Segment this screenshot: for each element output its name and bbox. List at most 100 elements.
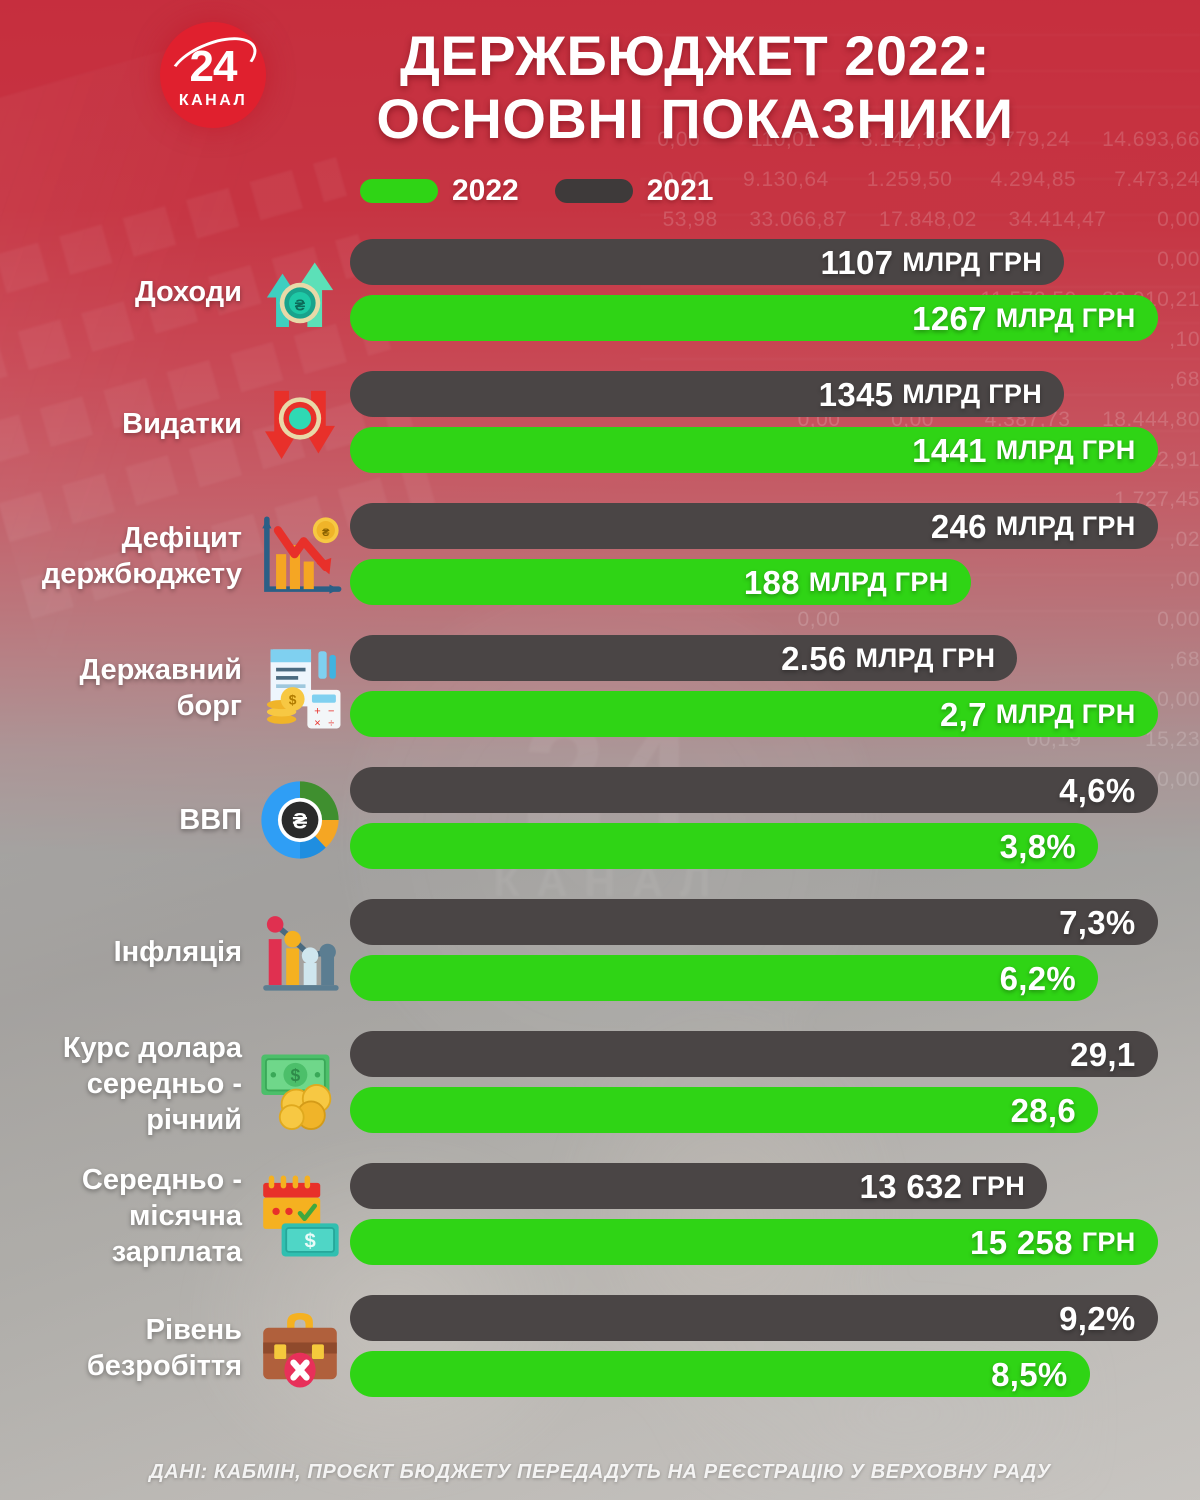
source-note: ДАНІ: КАБМІН, ПРОЄКТ БЮДЖЕТУ ПЕРЕДАДУТЬ …: [149, 1461, 1051, 1483]
indicator-label-line: борг: [176, 690, 242, 722]
arrows-up-coin-icon: ₴: [250, 239, 350, 345]
header: 24 КАНАЛ ДЕРЖБЮДЖЕТ 2022: ОСНОВНІ ПОКАЗН…: [0, 0, 1200, 170]
calendar-salary-icon: $: [250, 1163, 350, 1269]
banknote-coins-icon: $: [250, 1031, 350, 1137]
bar-unit-2021: МЛРД ГРН: [995, 510, 1136, 541]
bar-2021: 29,1: [350, 1031, 1158, 1077]
bar-pair: 2.56 МЛРД ГРН 2,7 МЛРД ГРН: [350, 635, 1200, 741]
bar-value-2021: 9,2%: [1059, 1299, 1136, 1337]
bar-pair: 13 632 ГРН 15 258 ГРН: [350, 1163, 1200, 1269]
indicator-row: Державний борг + − × ÷ $: [0, 622, 1200, 754]
logo-word: КАНАЛ: [178, 92, 248, 109]
bar-value-2022: 1441: [912, 431, 987, 469]
bar-2022: 8,5%: [350, 1351, 1090, 1397]
indicator-label: Державний борг: [0, 652, 250, 725]
bar-value-2022: 8,5%: [991, 1355, 1068, 1393]
bar-2022: 15 258 ГРН: [350, 1219, 1158, 1265]
bar-value-2022: 1267: [912, 299, 987, 337]
bar-value-2021: 1107: [820, 243, 894, 281]
bar-value-2022: 188: [743, 563, 800, 601]
bar-unit-2021: МЛРД ГРН: [855, 642, 996, 673]
bar-2022: 2,7 МЛРД ГРН: [350, 691, 1158, 737]
indicator-label-line: Дефіцит: [121, 521, 242, 554]
bar-value-2022: 6,2%: [999, 959, 1076, 997]
bar-chart-decline-icon: [250, 899, 350, 1005]
indicator-label-line: безробіття: [86, 1350, 242, 1382]
bar-unit-2022: ГРН: [1081, 1226, 1136, 1257]
bar-value-2022: 3,8%: [999, 827, 1076, 865]
svg-text:÷: ÷: [328, 718, 334, 730]
indicator-label-line: Рівень: [145, 1313, 242, 1346]
svg-text:₴: ₴: [293, 808, 308, 833]
svg-text:$: $: [291, 1065, 301, 1085]
bar-2021: 1345 МЛРД ГРН: [350, 371, 1064, 417]
arrows-down-coin-icon: [250, 371, 350, 477]
bar-unit-2021: МЛРД ГРН: [902, 378, 1042, 409]
indicator-row: Рівень безробіття 9,2% 8,5%: [0, 1282, 1200, 1414]
logo-number: 24: [189, 42, 238, 91]
bar-unit-2021: ГРН: [971, 1170, 1025, 1201]
indicator-row: Інфляція 7,3% 6,2%: [0, 886, 1200, 1018]
indicator-label: Видатки: [0, 406, 250, 442]
svg-text:₴: ₴: [322, 527, 330, 539]
bar-value-2021: 2.56: [781, 639, 847, 677]
indicator-row: Доходи ₴ 1107 МЛРД ГРН 1267 МЛРД ГРН: [0, 226, 1200, 358]
indicator-label-line: середньо -: [86, 1067, 242, 1100]
indicator-label-line: Державний: [79, 653, 242, 686]
indicator-row: Видатки 1345 МЛРД ГРН 1441 МЛРД ГРН: [0, 358, 1200, 490]
bar-2022: 188 МЛРД ГРН: [350, 559, 971, 605]
title-line-1: ДЕРЖБЮДЖЕТ 2022:: [400, 24, 990, 87]
bar-value-2021: 4,6%: [1059, 771, 1136, 809]
falling-chart-coin-icon: ₴: [250, 503, 350, 609]
bar-value-2022: 2,7: [940, 695, 987, 733]
bar-2021: 1107 МЛРД ГРН: [350, 239, 1064, 285]
indicator-label-line: ВВП: [179, 803, 242, 836]
indicator-label: Середньо - місячна зарплата: [0, 1162, 250, 1271]
indicator-label: Рівень безробіття: [0, 1312, 250, 1385]
bar-unit-2022: МЛРД ГРН: [995, 698, 1136, 729]
bar-pair: 4,6% 3,8%: [350, 767, 1200, 873]
bar-2021: 9,2%: [350, 1295, 1158, 1341]
bar-value-2021: 246: [930, 507, 987, 545]
bar-value-2022: 28,6: [1010, 1091, 1076, 1129]
indicator-label-line: Інфляція: [113, 935, 242, 968]
indicator-label-line: річний: [146, 1104, 242, 1137]
bar-pair: 7,3% 6,2%: [350, 899, 1200, 1005]
bar-unit-2022: МЛРД ГРН: [995, 302, 1136, 333]
bar-pair: 29,1 28,6: [350, 1031, 1200, 1137]
indicator-label-line: місячна: [128, 1199, 242, 1232]
legend-swatch-2021: [554, 179, 633, 203]
pie-chart-hryvnia-icon: ₴: [250, 767, 350, 873]
bar-2022: 6,2%: [350, 955, 1098, 1001]
bar-2021: 13 632 ГРН: [350, 1163, 1047, 1209]
indicator-label: Інфляція: [0, 934, 250, 970]
legend-label-2021: 2021: [646, 174, 714, 207]
bar-value-2021: 13 632: [859, 1167, 963, 1205]
indicator-label-line: держбюджету: [41, 558, 242, 590]
indicator-row: Курс долара середньо - річний $ 29,1 28,6: [0, 1018, 1200, 1150]
briefcase-x-icon: [250, 1295, 350, 1401]
bar-unit-2021: МЛРД ГРН: [902, 246, 1042, 277]
bar-2021: 7,3%: [350, 899, 1158, 945]
svg-text:$: $: [289, 693, 297, 708]
bar-value-2022: 15 258: [970, 1223, 1073, 1261]
indicator-row: Середньо - місячна зарплата $ 13 632 ГРН 1…: [0, 1150, 1200, 1282]
title-line-2: ОСНОВНІ ПОКАЗНИКИ: [376, 87, 1014, 151]
page-title: ДЕРЖБЮДЖЕТ 2022: ОСНОВНІ ПОКАЗНИКИ: [300, 24, 1090, 151]
indicator-label: Курс долара середньо - річний: [0, 1030, 250, 1139]
svg-text:−: −: [328, 706, 334, 718]
svg-text:×: ×: [314, 718, 320, 730]
svg-text:+: +: [314, 706, 320, 718]
bar-pair: 246 МЛРД ГРН 188 МЛРД ГРН: [350, 503, 1200, 609]
bar-pair: 9,2% 8,5%: [350, 1295, 1200, 1401]
indicator-row: ВВП ₴ 4,6% 3,8%: [0, 754, 1200, 886]
bar-unit-2022: МЛРД ГРН: [995, 434, 1136, 465]
bar-2021: 2.56 МЛРД ГРН: [350, 635, 1018, 681]
indicator-label: ВВП: [0, 802, 250, 838]
bar-value-2021: 29,1: [1070, 1035, 1136, 1073]
indicator-label-line: Середньо -: [81, 1163, 242, 1196]
indicator-rows: Доходи ₴ 1107 МЛРД ГРН 1267 МЛРД ГРН Вид…: [0, 226, 1200, 1414]
bar-2022: 3,8%: [350, 823, 1098, 869]
bar-2022: 1441 МЛРД ГРН: [350, 427, 1158, 473]
